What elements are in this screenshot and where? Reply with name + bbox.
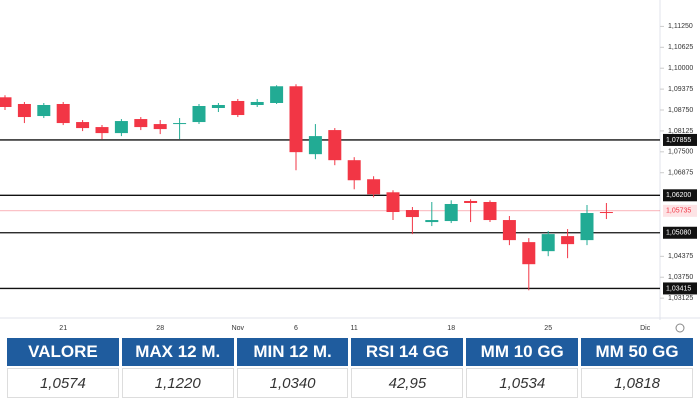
price-label-box xyxy=(663,133,697,146)
y-tick-label: 1,03125 xyxy=(668,295,693,302)
table-header: MM 50 GG xyxy=(581,338,693,366)
table-header: MAX 12 M. xyxy=(121,338,234,366)
x-tick-label: Dic xyxy=(640,325,651,332)
candle-body xyxy=(211,104,225,109)
stats-table: VALORE MAX 12 M. MIN 12 M. RSI 14 GG MM 10 G… xyxy=(4,336,696,400)
x-tick-label: 21 xyxy=(59,325,67,332)
last-price-label: 1,05735 xyxy=(666,208,691,215)
table-cell: 1,0340 xyxy=(236,368,349,398)
y-tick-label: 1,11250 xyxy=(668,23,693,30)
x-tick-label: 18 xyxy=(447,325,455,332)
candle-body xyxy=(270,86,284,103)
table-header: RSI 14 GG xyxy=(351,338,464,366)
candle-body xyxy=(580,213,594,241)
chart: 1,11250 1,10625 1,10000 1,09375 1,08750 1,081… xyxy=(0,0,700,333)
candle-body xyxy=(425,220,439,223)
price-label-box xyxy=(663,282,697,295)
candle-body xyxy=(347,160,361,181)
x-tick-label: 6 xyxy=(294,325,298,332)
price-label-box xyxy=(663,189,697,202)
table-cell: 1,0534 xyxy=(466,368,579,398)
table-header: MIN 12 M. xyxy=(236,338,349,366)
candle-body xyxy=(37,104,51,117)
candle-body xyxy=(444,203,458,222)
candle-body xyxy=(367,179,381,195)
y-tick-label: 1,07500 xyxy=(668,149,693,156)
y-tick-label: 1,08125 xyxy=(668,128,693,135)
table-cell: 42,95 xyxy=(351,368,464,398)
x-tick-label: Nov xyxy=(232,325,245,332)
candle-body xyxy=(328,130,342,161)
y-tick-label: 1,10625 xyxy=(668,44,693,51)
x-tick-label: 11 xyxy=(351,325,358,332)
candle-body xyxy=(308,136,322,155)
candle-body xyxy=(76,122,90,129)
price-label: 1,05080 xyxy=(666,230,691,237)
table-cell: 1,0574 xyxy=(7,368,119,398)
candle-body xyxy=(134,119,148,128)
candle-body xyxy=(153,124,167,130)
candle-body xyxy=(483,201,497,221)
price-label: 1,06200 xyxy=(666,192,691,199)
last-price-box xyxy=(663,204,697,217)
table-header: MM 10 GG xyxy=(466,338,579,366)
y-tick-label: 1,06875 xyxy=(668,170,693,177)
candle-body xyxy=(231,100,245,116)
table-cell: 1,1220 xyxy=(121,368,234,398)
price-label-box xyxy=(663,226,697,239)
table-cell: 1,0818 xyxy=(581,368,693,398)
y-tick-label: 1,04375 xyxy=(668,253,693,260)
candle-body xyxy=(464,200,478,203)
table-row: 1,0574 1,1220 1,0340 42,95 1,0534 1,0818 xyxy=(7,368,693,398)
candle-body xyxy=(541,234,555,252)
candle-body xyxy=(173,123,187,125)
price-label: 1,07855 xyxy=(666,137,691,144)
x-tick-label: 28 xyxy=(156,325,164,332)
candle-body xyxy=(561,236,575,245)
candle-body xyxy=(522,242,536,265)
table-header: VALORE xyxy=(7,338,119,366)
candle-body xyxy=(599,212,613,214)
candle-body xyxy=(386,192,400,213)
candle-body xyxy=(114,121,128,134)
candle-body xyxy=(0,97,12,107)
candle-body xyxy=(17,103,31,118)
candle-body xyxy=(289,86,303,153)
y-tick-label: 1,08750 xyxy=(668,107,693,114)
candle-body xyxy=(56,103,70,124)
price-label: 1,03415 xyxy=(666,285,691,292)
y-tick-label: 1,10000 xyxy=(668,65,693,72)
candle-body xyxy=(250,101,264,105)
candle-body xyxy=(502,220,516,241)
candle-body xyxy=(405,210,419,218)
settings-icon[interactable] xyxy=(675,323,685,333)
y-tick-label: 1,09375 xyxy=(668,86,693,93)
candle-body xyxy=(95,127,109,134)
y-tick-label: 1,03750 xyxy=(668,274,693,281)
x-tick-label: 25 xyxy=(544,325,552,332)
candle-body xyxy=(192,105,206,123)
